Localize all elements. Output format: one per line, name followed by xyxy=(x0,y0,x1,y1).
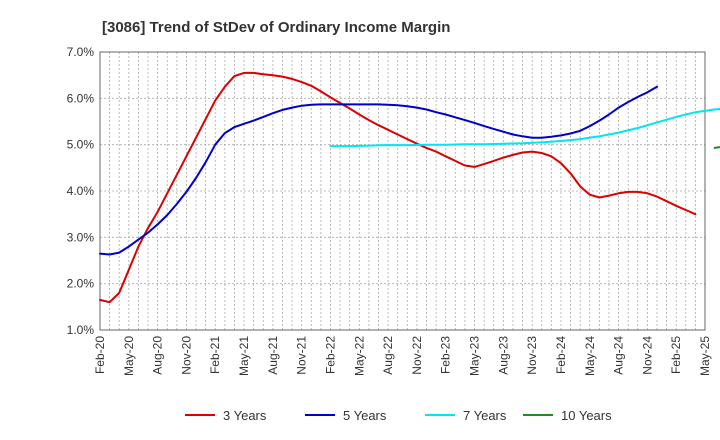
series-line-10-years xyxy=(713,146,720,149)
x-tick-label: Nov-24 xyxy=(640,336,654,375)
chart-title: [3086] Trend of StDev of Ordinary Income… xyxy=(102,19,450,36)
x-tick-label: Feb-25 xyxy=(669,336,683,374)
x-tick-label: Aug-21 xyxy=(266,336,280,375)
x-tick-label: Nov-21 xyxy=(295,336,309,375)
legend-label: 7 Years xyxy=(463,408,507,423)
x-tick-label: Aug-24 xyxy=(612,336,626,375)
grid xyxy=(100,52,705,330)
y-tick-label: 3.0% xyxy=(67,230,95,244)
x-tick-label: Feb-23 xyxy=(439,336,453,374)
x-axis-tick-labels: Feb-20 May-20 Aug-20 Nov-20 Feb-21 May-21 Aug-… xyxy=(93,336,712,376)
x-tick-label: May-23 xyxy=(468,336,482,376)
series-line-7-years xyxy=(329,107,720,148)
x-tick-label: Feb-20 xyxy=(93,336,107,374)
x-tick-label: Feb-24 xyxy=(554,336,568,374)
y-tick-label: 4.0% xyxy=(67,184,95,198)
x-tick-label: Feb-21 xyxy=(208,336,222,374)
y-tick-label: 1.0% xyxy=(67,323,95,337)
y-tick-label: 5.0% xyxy=(67,138,95,152)
y-tick-label: 6.0% xyxy=(67,91,95,105)
y-tick-label: 2.0% xyxy=(67,277,95,291)
x-tick-label: Aug-20 xyxy=(151,336,165,375)
legend-label: 3 Years xyxy=(223,408,267,423)
x-tick-label: Nov-20 xyxy=(179,336,193,375)
legend-label: 10 Years xyxy=(561,408,612,423)
x-tick-label: Feb-22 xyxy=(323,336,337,374)
plot-area xyxy=(99,51,706,331)
series-line-5-years xyxy=(99,85,658,256)
x-tick-label: May-21 xyxy=(237,336,251,376)
y-tick-label: 7.0% xyxy=(67,45,95,59)
x-tick-label: Aug-22 xyxy=(381,336,395,375)
x-tick-label: Nov-23 xyxy=(525,336,539,375)
legend-label: 5 Years xyxy=(343,408,387,423)
y-axis-tick-labels: 1.0% 2.0% 3.0% 4.0% 5.0% 6.0% 7.0% xyxy=(67,45,95,337)
x-tick-label: Nov-22 xyxy=(410,336,424,375)
x-tick-label: May-25 xyxy=(698,336,712,376)
series-line-3-years xyxy=(99,71,697,304)
x-tick-label: May-24 xyxy=(583,336,597,376)
legend: 3 Years 5 Years 7 Years 10 Years xyxy=(185,408,612,423)
x-tick-label: Aug-23 xyxy=(496,336,510,375)
x-tick-label: May-20 xyxy=(122,336,136,376)
series-lines xyxy=(99,71,720,304)
x-tick-label: May-22 xyxy=(352,336,366,376)
